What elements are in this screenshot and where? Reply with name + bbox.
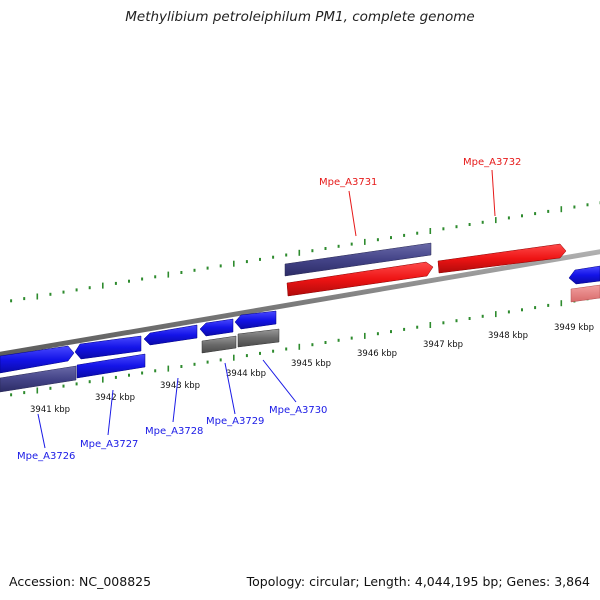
scale-label-3941: 3941 kbp — [30, 405, 70, 415]
scale-label-3945: 3945 kbp — [291, 359, 331, 369]
leader-line-a3726 — [37, 413, 46, 449]
leader-line-a3731 — [348, 190, 357, 237]
cds-feature-a3729[interactable] — [201, 335, 237, 354]
genome-summary: Topology: circular; Length: 4,044,195 bp… — [246, 574, 590, 589]
gene-label-a3728[interactable]: Mpe_A3728 — [145, 426, 203, 437]
cds-feature-a3727[interactable] — [76, 353, 146, 379]
leader-line-a3730 — [262, 359, 297, 403]
scale-label-3949: 3949 kbp — [554, 323, 594, 333]
scale-label-3944: 3944 kbp — [226, 369, 266, 379]
gene-arrow-a3726[interactable] — [0, 345, 75, 374]
genome-backbone — [0, 249, 600, 357]
lower-tick-ring — [10, 295, 600, 397]
cds-feature-a3726[interactable] — [0, 365, 77, 393]
scale-label-3942: 3942 kbp — [95, 393, 135, 403]
cds-feature-a3731[interactable] — [284, 242, 432, 277]
map-title: Methylibium petroleiphilum PM1, complete… — [125, 9, 475, 25]
upper-tick-ring — [10, 201, 600, 303]
gene-label-a3730[interactable]: Mpe_A3730 — [269, 405, 327, 416]
gene-label-a3729[interactable]: Mpe_A3729 — [206, 416, 264, 427]
scale-label-3947: 3947 kbp — [423, 340, 463, 350]
gene-arrow-a3729[interactable] — [199, 318, 234, 337]
leader-line-a3727 — [107, 389, 114, 436]
leader-line-a3728 — [172, 377, 179, 423]
leader-line-a3732 — [491, 169, 496, 217]
scale-label-3943: 3943 kbp — [160, 381, 200, 391]
gene-arrow-right-edge[interactable] — [568, 265, 600, 285]
cds-feature-right-edge[interactable] — [570, 284, 600, 303]
leader-line-a3729 — [224, 362, 236, 415]
cds-feature-a3730[interactable] — [237, 328, 280, 348]
accession-text: Accession: NC_008825 — [9, 574, 152, 589]
gene-arrow-a3727[interactable] — [74, 335, 142, 360]
scale-label-3948: 3948 kbp — [488, 331, 528, 341]
gene-arrow-a3732[interactable] — [437, 243, 567, 274]
gene-arrow-a3731[interactable] — [286, 261, 434, 297]
gene-label-a3731[interactable]: Mpe_A3731 — [319, 177, 377, 188]
gene-label-a3732[interactable]: Mpe_A3732 — [463, 157, 521, 168]
gene-label-a3726[interactable]: Mpe_A3726 — [17, 451, 75, 462]
scale-label-3946: 3946 kbp — [357, 349, 397, 359]
gene-label-a3727[interactable]: Mpe_A3727 — [80, 439, 138, 450]
gene-arrow-a3728[interactable] — [143, 324, 198, 346]
gene-arrow-a3730[interactable] — [234, 310, 277, 330]
